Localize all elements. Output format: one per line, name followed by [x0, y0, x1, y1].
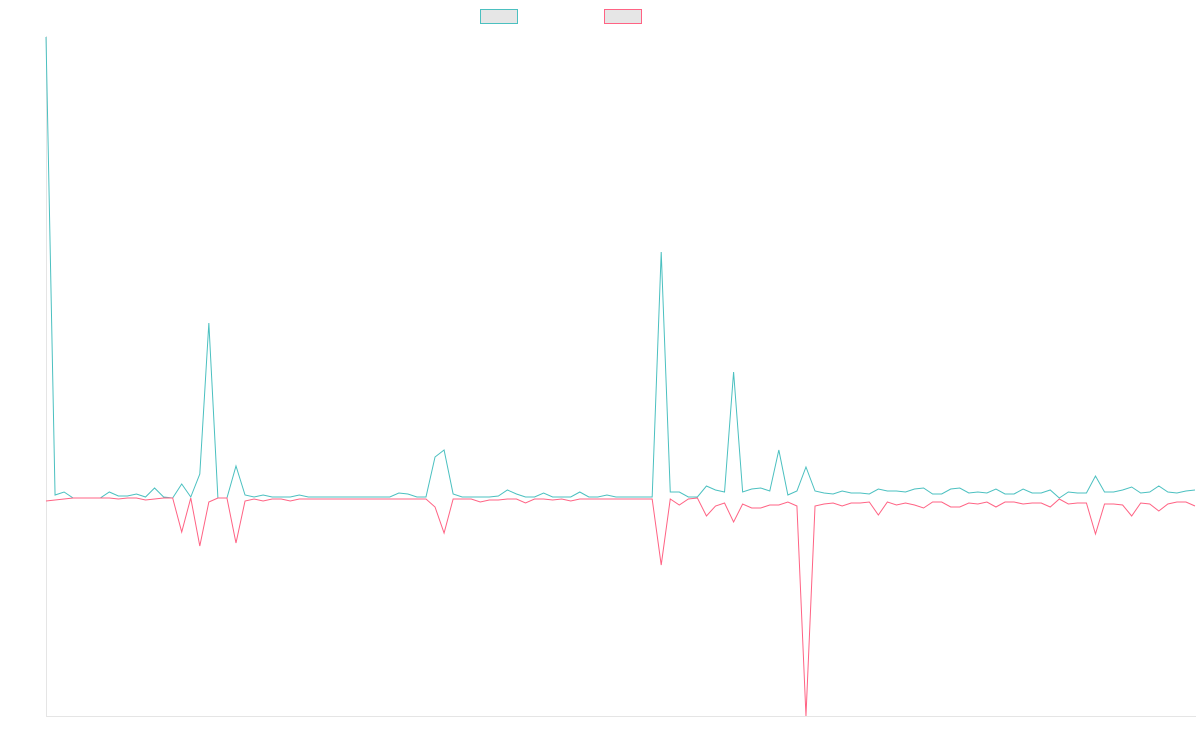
legend-swatch-series-1 [480, 9, 518, 24]
series-1 [45, 36, 1196, 499]
legend-swatch-series-2 [604, 9, 642, 24]
series-1-line [45, 36, 1196, 499]
legend-item-series-2[interactable] [604, 9, 648, 24]
series-2-line [45, 497, 1196, 717]
legend-item-series-1[interactable] [480, 9, 524, 24]
series-2 [45, 497, 1196, 717]
legend [0, 9, 1200, 27]
